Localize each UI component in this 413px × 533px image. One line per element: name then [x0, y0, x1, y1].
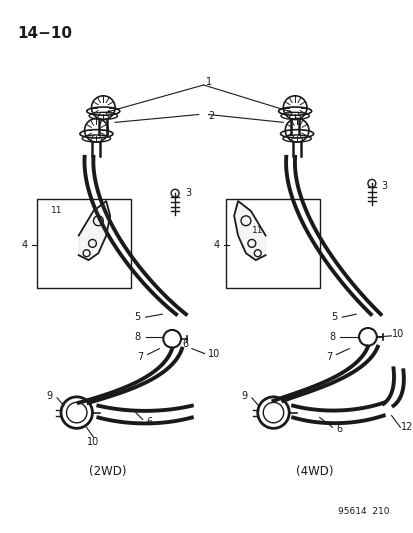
Text: 7: 7	[137, 352, 143, 361]
Text: 2: 2	[208, 111, 214, 122]
Text: 14−10: 14−10	[18, 26, 73, 41]
Text: 5: 5	[330, 312, 337, 322]
Text: 10: 10	[87, 437, 100, 447]
Text: 5: 5	[134, 312, 140, 322]
Bar	[37, 199, 131, 288]
Text: 6: 6	[181, 339, 188, 349]
Text: 11: 11	[252, 226, 263, 235]
Bar	[226, 199, 319, 288]
Text: 7: 7	[325, 352, 332, 361]
Text: 3: 3	[185, 188, 191, 198]
Text: 8: 8	[134, 332, 140, 342]
Text: 8: 8	[329, 332, 335, 342]
Text: (4WD): (4WD)	[295, 465, 333, 478]
Text: 1: 1	[205, 77, 211, 87]
Text: 9: 9	[46, 391, 52, 401]
Text: 10: 10	[391, 329, 403, 339]
Text: 4: 4	[213, 240, 219, 251]
Text: 4: 4	[21, 240, 28, 251]
Text: 6: 6	[146, 417, 152, 427]
Text: 6: 6	[335, 424, 342, 434]
Text: 10: 10	[208, 349, 220, 359]
Polygon shape	[78, 201, 110, 260]
Text: 11: 11	[51, 206, 63, 215]
Polygon shape	[234, 201, 265, 260]
Text: 95614  210: 95614 210	[337, 507, 389, 516]
Text: 9: 9	[240, 391, 247, 401]
Text: 3: 3	[381, 181, 387, 191]
Text: (2WD): (2WD)	[89, 465, 127, 478]
Text: 12: 12	[401, 422, 413, 432]
